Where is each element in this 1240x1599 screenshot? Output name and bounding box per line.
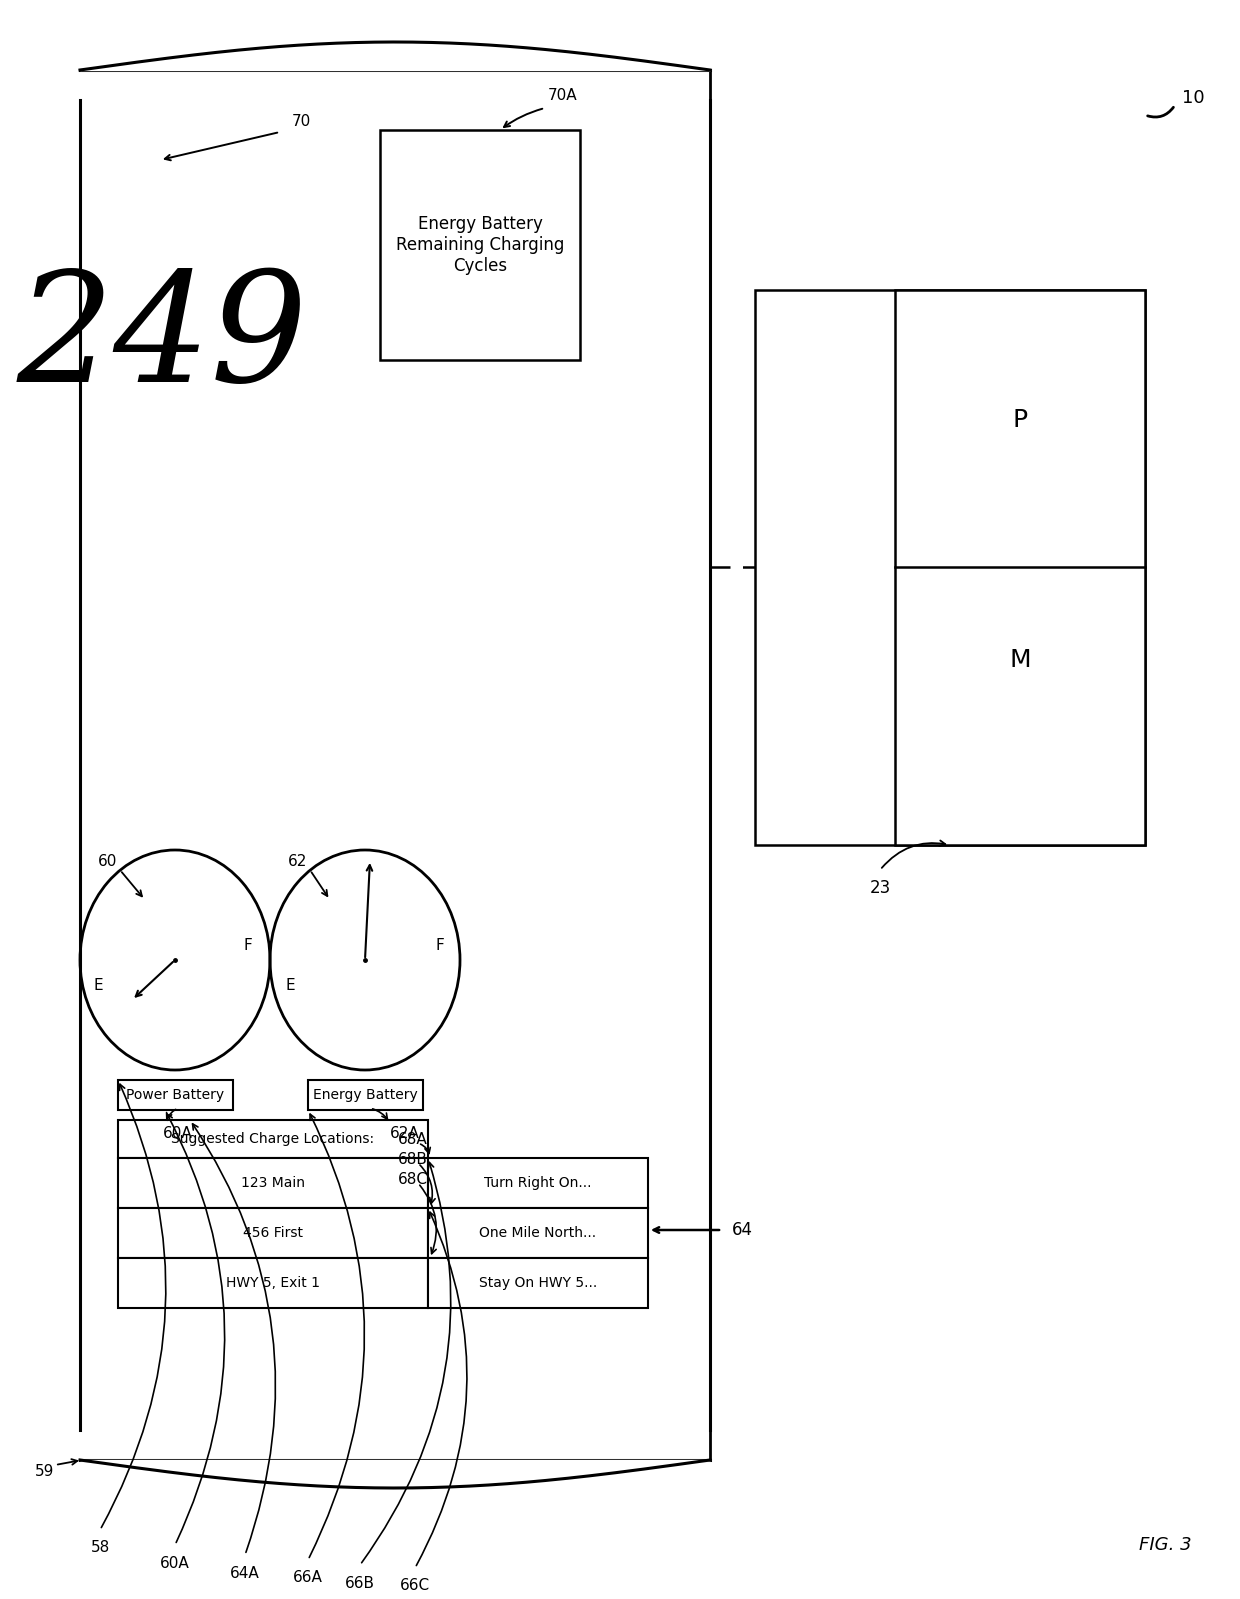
Text: E: E	[93, 977, 103, 993]
Text: One Mile North...: One Mile North...	[480, 1226, 596, 1239]
Text: F: F	[435, 937, 444, 953]
Bar	[428, 1258, 649, 1308]
Text: F: F	[243, 937, 253, 953]
Text: 68C: 68C	[398, 1172, 428, 1188]
Text: 70: 70	[291, 115, 311, 130]
Text: 59: 59	[35, 1465, 55, 1479]
Text: FIG. 3: FIG. 3	[1138, 1537, 1192, 1554]
Text: 62: 62	[289, 854, 308, 870]
Text: 10: 10	[1182, 90, 1204, 107]
Bar	[895, 289, 1145, 844]
Bar	[118, 1079, 233, 1110]
Text: Stay On HWY 5...: Stay On HWY 5...	[479, 1276, 598, 1290]
Text: 64A: 64A	[231, 1565, 260, 1580]
Bar	[428, 1207, 649, 1258]
Bar	[118, 1158, 428, 1207]
Text: 456 First: 456 First	[243, 1226, 303, 1239]
Text: Suggested Charge Locations:: Suggested Charge Locations:	[171, 1132, 374, 1146]
Text: 58: 58	[91, 1540, 109, 1556]
Text: 68B: 68B	[398, 1153, 428, 1167]
Text: 68A: 68A	[398, 1132, 428, 1148]
Text: Turn Right On...: Turn Right On...	[485, 1175, 591, 1190]
Text: 66A: 66A	[293, 1570, 322, 1586]
Bar	[379, 130, 580, 360]
Text: 66B: 66B	[345, 1575, 374, 1591]
Bar	[118, 1207, 428, 1258]
Text: 23: 23	[869, 879, 890, 897]
Text: 60A: 60A	[160, 1556, 190, 1570]
Text: Power Battery: Power Battery	[126, 1087, 224, 1102]
Text: HWY 5, Exit 1: HWY 5, Exit 1	[226, 1276, 320, 1290]
Bar	[755, 289, 1145, 844]
Text: 70A: 70A	[548, 88, 578, 104]
Text: 60: 60	[98, 854, 118, 870]
Text: 64: 64	[732, 1222, 753, 1239]
Text: 123 Main: 123 Main	[241, 1175, 305, 1190]
Text: 62A: 62A	[391, 1126, 420, 1140]
Bar	[118, 1258, 428, 1308]
Text: E: E	[285, 977, 295, 993]
Bar	[428, 1158, 649, 1207]
Text: 66C: 66C	[401, 1578, 430, 1594]
Text: 60A: 60A	[164, 1126, 193, 1140]
Text: Energy Battery: Energy Battery	[314, 1087, 418, 1102]
Text: 249: 249	[16, 265, 308, 414]
Text: P: P	[1012, 408, 1028, 432]
Bar	[308, 1079, 423, 1110]
Bar	[118, 1119, 428, 1158]
Text: M: M	[1009, 648, 1030, 672]
Text: Energy Battery
Remaining Charging
Cycles: Energy Battery Remaining Charging Cycles	[396, 216, 564, 275]
